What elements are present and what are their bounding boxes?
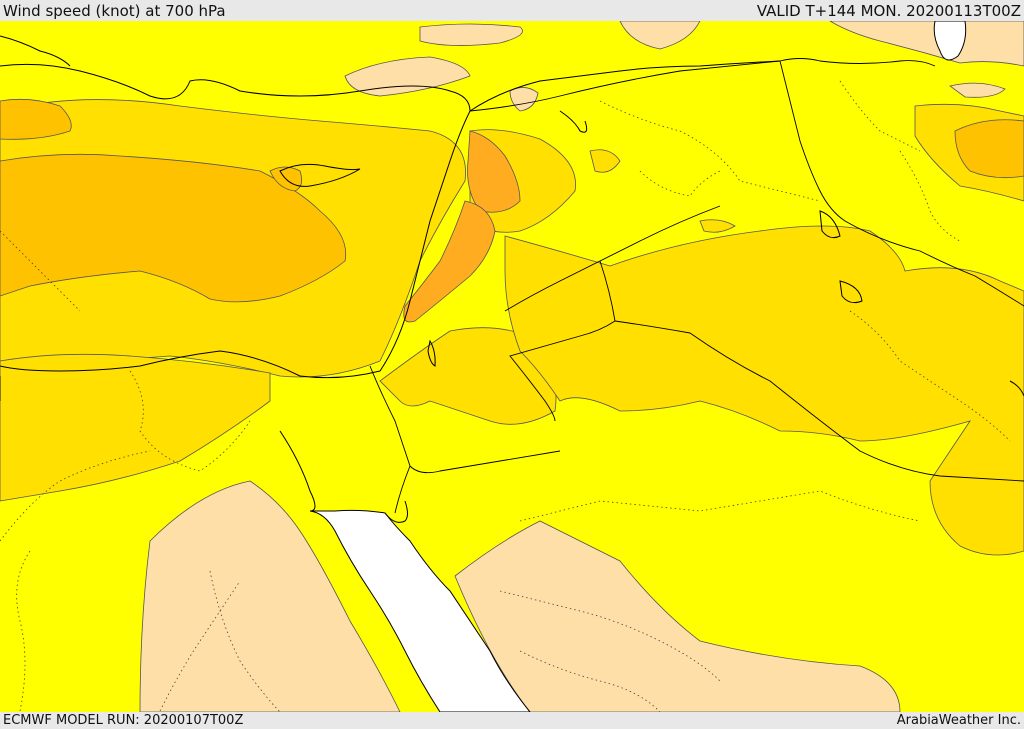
- dead-sea: [427, 339, 436, 367]
- gulf-of-aqaba-coast: [384, 500, 408, 523]
- tharthar-lake: [819, 210, 841, 239]
- admin-line-8: [519, 490, 921, 522]
- med-high-area: [0, 153, 347, 303]
- wind-speed-map: [0, 21, 1024, 712]
- iran-low-patch: [949, 82, 1006, 98]
- small-medium-patch: [589, 149, 621, 173]
- saudi-iraq-border: [614, 320, 1024, 482]
- razzaza-lake: [839, 280, 863, 304]
- admin-line-1: [129, 370, 251, 472]
- black-sea-coast: [469, 60, 781, 112]
- valid-time: VALID T+144 MON. 20200113T00Z: [756, 2, 1021, 20]
- egypt-low-area: [139, 480, 401, 712]
- cyprus-coast: [279, 163, 361, 187]
- sinai-medium-area: [379, 327, 557, 425]
- turkey-syria-border: [469, 58, 936, 112]
- admin-line-3: [16, 550, 31, 712]
- map-title: Wind speed (knot) at 700 hPa: [3, 2, 226, 20]
- sinai-border: [394, 465, 411, 514]
- map-footer: ECMWF MODEL RUN: 20200107T00Z ArabiaWeat…: [0, 712, 1024, 729]
- admin-boundaries: [0, 80, 1011, 712]
- lake-van-coast: [559, 110, 588, 133]
- admin-line-14: [209, 570, 281, 712]
- iraq-medium-area: [504, 225, 1024, 556]
- admin-line-10: [519, 650, 661, 712]
- turkey-low-area: [344, 56, 471, 97]
- jordan-border: [509, 260, 616, 422]
- admin-line-2: [0, 450, 151, 542]
- coastlines: [0, 35, 1024, 523]
- admin-line-7: [839, 80, 921, 152]
- model-run: ECMWF MODEL RUN: 20200107T00Z: [3, 713, 244, 728]
- north-low-area: [619, 21, 701, 50]
- iran-high-area: [954, 119, 1024, 179]
- black-sea-low-area: [419, 23, 523, 46]
- mediterranean-coast: [0, 63, 471, 379]
- caspian-low-area: [829, 21, 1024, 67]
- map-header: Wind speed (knot) at 700 hPa VALID T+144…: [0, 0, 1024, 21]
- lake-medium-patch: [699, 219, 736, 233]
- syria-iraq-border: [504, 205, 721, 312]
- egypt-israel-border: [369, 365, 561, 474]
- aegean-high-area: [0, 98, 72, 140]
- libya-medium-area: [0, 353, 271, 502]
- credit: ArabiaWeather Inc.: [896, 713, 1021, 728]
- max-speed-areas: [403, 130, 521, 323]
- red-sea: [309, 509, 531, 712]
- greece-coast: [0, 35, 71, 67]
- low-speed-areas: [139, 21, 1024, 712]
- lebanon-max-area: [467, 130, 521, 213]
- map-canvas: [0, 21, 1024, 712]
- admin-line-5: [599, 100, 821, 202]
- iraq-iran-border: [779, 60, 1024, 307]
- gulf-coast: [1009, 380, 1024, 397]
- admin-line-4: [159, 580, 241, 712]
- caspian-sea: [933, 21, 967, 61]
- levant-max-area: [403, 200, 496, 323]
- national-borders: [0, 58, 1024, 514]
- gulf-of-suez-coast: [279, 430, 316, 512]
